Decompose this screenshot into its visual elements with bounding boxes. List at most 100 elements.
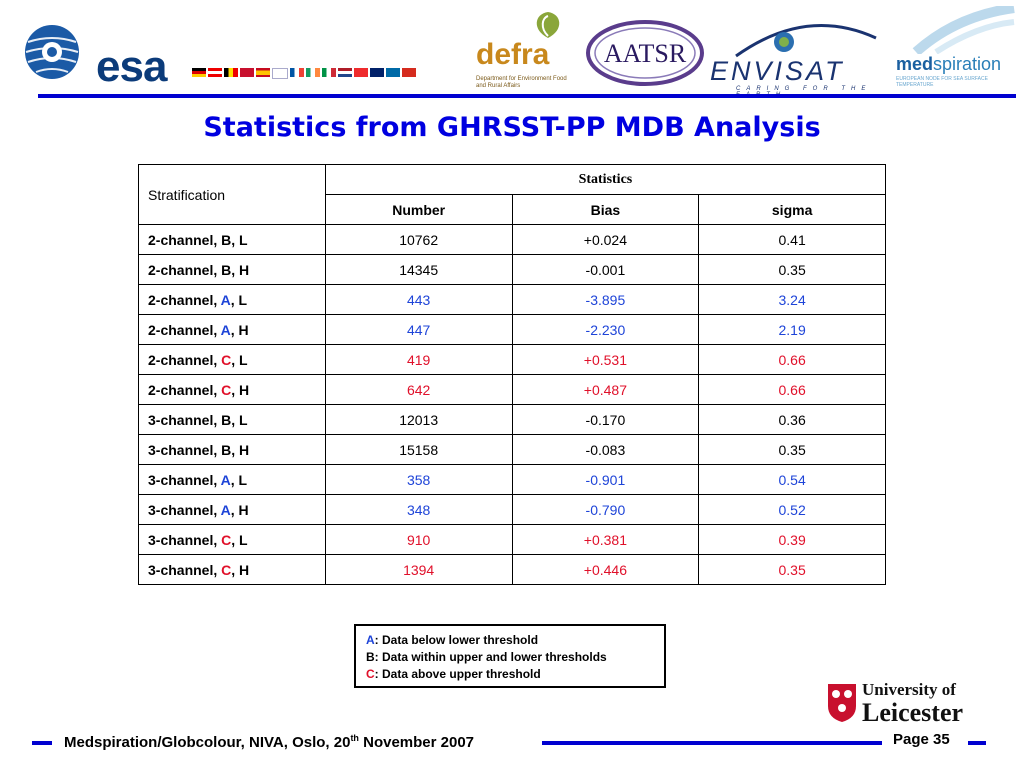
number-cell: 910	[324, 524, 513, 555]
flag-icon	[370, 68, 384, 77]
bias-cell: -0.170	[511, 404, 700, 435]
esa-logo: esa	[22, 20, 192, 91]
row-prefix: 2-channel,	[148, 261, 222, 278]
legend-key: A	[366, 633, 375, 647]
bias-cell: -0.083	[511, 434, 700, 465]
stratification-cell: 2-channel, B, L	[138, 224, 326, 255]
table-row: 3-channel, C, H 1394 +0.446 0.35	[138, 554, 886, 585]
row-prefix: 2-channel,	[148, 291, 221, 308]
stratification-cell: 3-channel, C, L	[138, 524, 326, 555]
row-key: A	[220, 501, 231, 518]
row-suffix: , L	[230, 471, 248, 488]
row-suffix: , H	[231, 261, 250, 278]
flag-icon	[240, 68, 254, 77]
leaf-icon	[536, 12, 560, 38]
threshold-legend: A: Data below lower threshold B: Data wi…	[354, 624, 666, 688]
row-suffix: , L	[230, 291, 248, 308]
row-prefix: 2-channel,	[148, 381, 222, 398]
table-header-row: Stratification Statistics	[138, 164, 887, 225]
wave-icon	[912, 6, 1015, 54]
stratification-cell: 3-channel, B, H	[138, 434, 326, 465]
medspiration-subtitle: EUROPEAN NODE FOR SEA SURFACE TEMPERATUR…	[896, 76, 988, 88]
number-cell: 443	[324, 284, 513, 315]
legend-key: C	[366, 667, 375, 681]
column-header-sigma: sigma	[698, 194, 886, 225]
table-row: 3-channel, B, L 12013 -0.170 0.36	[138, 404, 886, 435]
stratification-cell: 3-channel, A, H	[138, 494, 326, 525]
row-suffix: , L	[231, 531, 248, 548]
flag-icon	[354, 68, 368, 77]
legend-item-b: B: Data within upper and lower threshold…	[366, 649, 664, 666]
sigma-cell: 0.54	[698, 464, 886, 495]
university-line1: University of	[862, 680, 956, 699]
medspiration-logo: medspiration EUROPEAN NODE FOR SEA SURFA…	[896, 6, 1018, 90]
medspiration-wordmark: medspiration	[896, 54, 1001, 75]
number-cell: 419	[324, 344, 513, 375]
table-row: 2-channel, A, H 447 -2.230 2.19	[138, 314, 886, 345]
number-cell: 358	[324, 464, 513, 495]
table-row: 2-channel, C, H 642 +0.487 0.66	[138, 374, 886, 405]
row-key: C	[221, 381, 232, 398]
esa-wordmark: esa	[96, 42, 167, 91]
aatsr-badge: AATSR	[586, 20, 704, 86]
sigma-cell: 0.35	[698, 254, 886, 285]
statistics-table: Stratification Statistics Number Bias si…	[138, 164, 887, 585]
sigma-cell: 3.24	[698, 284, 886, 315]
stratification-cell: 3-channel, B, L	[138, 404, 326, 435]
bias-cell: -0.001	[511, 254, 700, 285]
bias-cell: -3.895	[511, 284, 700, 315]
row-prefix: 3-channel,	[148, 501, 221, 518]
flag-icon	[338, 68, 352, 77]
flag-icon	[224, 68, 238, 77]
header-divider	[38, 94, 1016, 98]
row-prefix: 3-channel,	[148, 531, 222, 548]
table-row: 2-channel, A, L 443 -3.895 3.24	[138, 284, 886, 315]
sigma-cell: 0.66	[698, 344, 886, 375]
stratification-cell: 2-channel, A, L	[138, 284, 326, 315]
row-suffix: , H	[230, 321, 249, 338]
stratification-cell: 3-channel, C, H	[138, 554, 326, 585]
defra-logo: defra Department for Environment Food an…	[476, 10, 576, 89]
row-key: A	[220, 471, 231, 488]
stratification-cell: 2-channel, B, H	[138, 254, 326, 285]
university-line2: Leicester	[862, 698, 964, 727]
bias-cell: +0.381	[511, 524, 700, 555]
column-header-number: Number	[324, 194, 513, 225]
sigma-cell: 0.35	[698, 434, 886, 465]
bias-cell: +0.024	[511, 224, 700, 255]
stratification-cell: 2-channel, C, L	[138, 344, 326, 375]
bias-cell: +0.487	[511, 374, 700, 405]
flag-icon	[386, 68, 400, 77]
aatsr-logo: AATSR	[584, 18, 706, 88]
row-prefix: 3-channel,	[148, 441, 222, 458]
stratification-cell: 2-channel, A, H	[138, 314, 326, 345]
legend-text: : Data above upper threshold	[374, 667, 541, 681]
table-row: 2-channel, C, L 419 +0.531 0.66	[138, 344, 886, 375]
row-suffix: , L	[231, 231, 248, 248]
aatsr-wordmark: AATSR	[604, 39, 687, 68]
defra-subtitle: Department for Environment Food and Rura…	[476, 76, 567, 89]
stratification-header: Stratification	[138, 164, 326, 225]
legend-text: : Data within upper and lower thresholds	[374, 650, 607, 664]
defra-wordmark: defra	[476, 38, 550, 71]
medspiration-rest: spiration	[933, 54, 1002, 74]
page-title: Statistics from GHRSST-PP MDB Analysis	[203, 112, 821, 143]
row-suffix: , L	[231, 351, 248, 368]
flag-icon	[272, 68, 288, 79]
legend-item-c: C: Data above upper threshold	[366, 666, 664, 683]
page-number: Page 35	[893, 731, 950, 748]
row-key: A	[220, 291, 231, 308]
row-prefix: 3-channel,	[148, 471, 221, 488]
footer-dash-left	[32, 741, 52, 745]
table-subheader-row: Number Bias sigma	[139, 194, 886, 225]
footer-text-before: Medspiration/Globcolour, NIVA, Oslo, 20	[64, 734, 351, 751]
table-row: 3-channel, B, H 15158 -0.083 0.35	[138, 434, 886, 465]
number-cell: 1394	[324, 554, 513, 585]
stratification-cell: 3-channel, A, L	[138, 464, 326, 495]
envisat-swoosh-icon	[735, 24, 877, 58]
row-prefix: 2-channel,	[148, 231, 222, 248]
legend-key: B	[366, 650, 375, 664]
row-key: B	[221, 411, 232, 428]
envisat-logo: ENVISAT CARING FOR THE EARTH	[706, 16, 896, 98]
sigma-cell: 0.36	[698, 404, 886, 435]
